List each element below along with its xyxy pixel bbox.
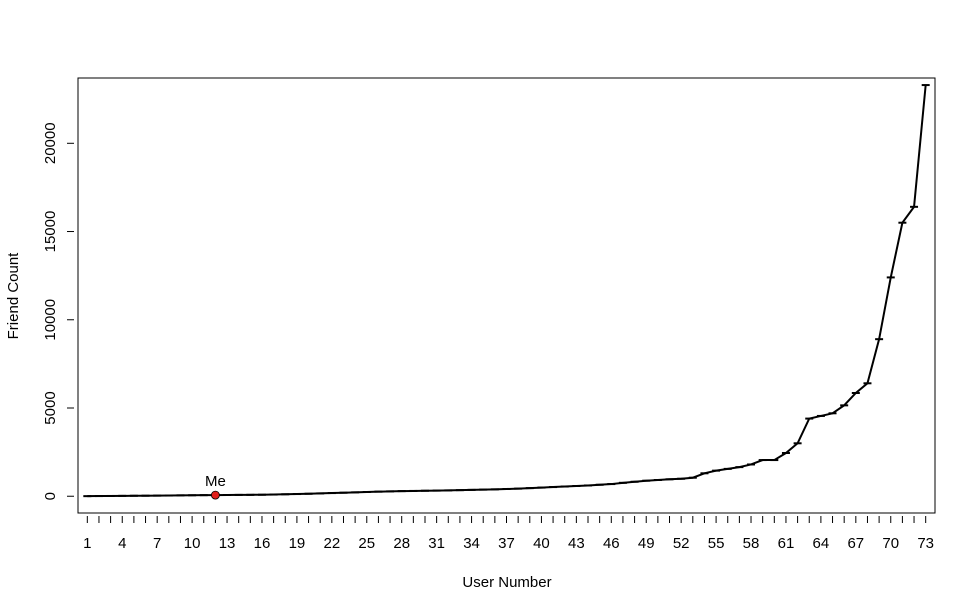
y-axis-title: Friend Count	[5, 252, 22, 340]
y-axis: 0 5000 10000 15000 20000	[42, 122, 74, 500]
x-axis-title: User Number	[462, 574, 551, 591]
x-tick-label: 73	[917, 535, 934, 552]
y-tick-label: 10000	[42, 299, 59, 341]
x-tick-label: 40	[533, 535, 550, 552]
x-tick-label: 49	[638, 535, 655, 552]
x-tick-label: 46	[603, 535, 620, 552]
y-tick-label: 5000	[42, 391, 59, 424]
x-tick-label: 4	[118, 535, 126, 552]
x-tick-label: 37	[498, 535, 515, 552]
me-marker	[210, 490, 220, 500]
x-tick-label: 22	[323, 535, 340, 552]
x-tick-label: 52	[673, 535, 690, 552]
x-tick-label: 34	[463, 535, 480, 552]
plot-frame	[77, 77, 936, 514]
x-tick-label: 61	[778, 535, 795, 552]
x-tick-label: 67	[847, 535, 864, 552]
x-tick-label: 28	[393, 535, 410, 552]
x-tick-label: 19	[289, 535, 306, 552]
y-tick-label: 15000	[42, 211, 59, 253]
y-tick-label: 0	[42, 492, 59, 500]
x-tick-label: 55	[708, 535, 725, 552]
x-tick-label: 10	[184, 535, 201, 552]
y-tick-label: 20000	[42, 122, 59, 164]
x-tick-label: 64	[813, 535, 830, 552]
x-tick-label: 7	[153, 535, 161, 552]
x-tick-label: 1	[83, 535, 91, 552]
data-points	[83, 84, 930, 498]
x-tick-label: 31	[428, 535, 445, 552]
x-tick-label: 58	[743, 535, 760, 552]
me-annotation-label: Me	[205, 473, 226, 490]
x-tick-label: 43	[568, 535, 585, 552]
x-tick-label: 13	[219, 535, 236, 552]
x-tick-label: 25	[358, 535, 375, 552]
series-line	[87, 84, 927, 498]
x-tick-label: 16	[254, 535, 271, 552]
x-axis: 1 4 7 10 13 16 19 22 25 28 31 34 37 40 43 46 49 52 55 58 61 6…	[83, 516, 934, 552]
x-tick-label: 70	[882, 535, 899, 552]
